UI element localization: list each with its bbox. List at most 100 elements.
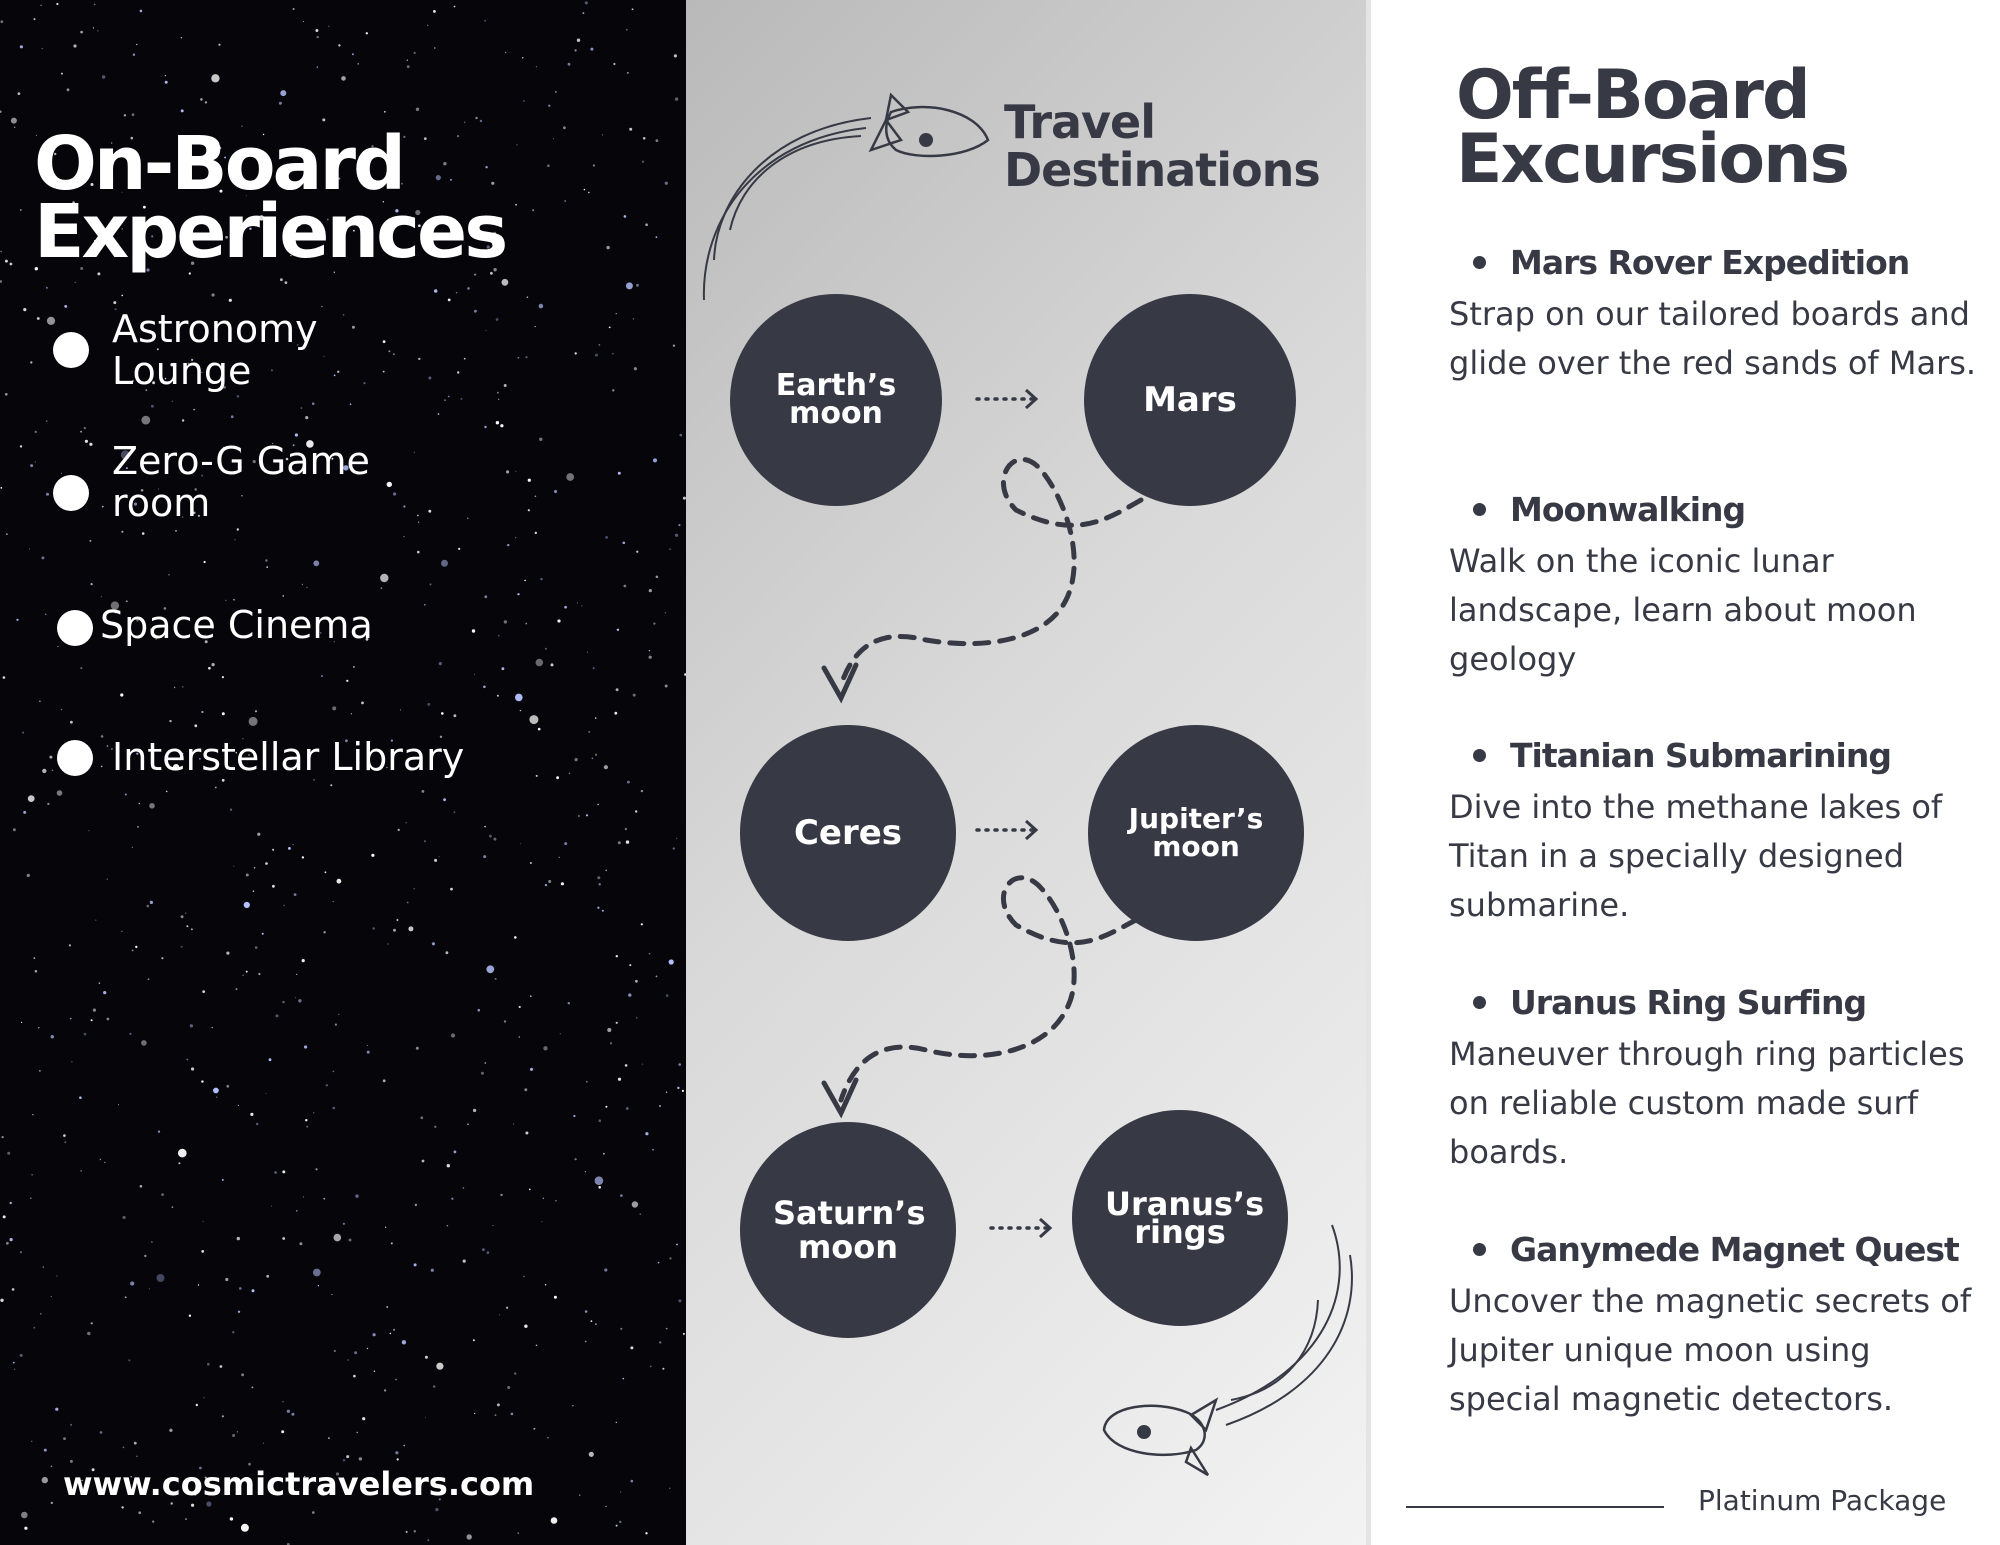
star: [301, 856, 305, 859]
star: [50, 1501, 53, 1505]
star: [272, 848, 275, 851]
star: [381, 763, 384, 766]
star: [601, 909, 604, 912]
star: [271, 1205, 272, 1207]
star: [30, 464, 34, 468]
star: [265, 559, 268, 562]
star: [201, 1250, 205, 1253]
star: [225, 235, 229, 239]
star: [609, 1042, 613, 1045]
website-link[interactable]: www.cosmictravelers.com: [63, 1465, 535, 1503]
star: [595, 717, 597, 719]
star: [14, 126, 16, 128]
star: [507, 1386, 511, 1389]
star: [627, 72, 629, 74]
star: [272, 442, 274, 445]
star: [325, 1084, 328, 1087]
star: [588, 191, 590, 194]
star: [640, 789, 644, 793]
star: [278, 101, 282, 105]
star: [274, 1171, 277, 1174]
star: [437, 413, 440, 415]
star: [514, 1372, 517, 1375]
star: [627, 780, 630, 784]
star: [34, 461, 36, 463]
star: [181, 419, 185, 422]
star: [641, 1063, 644, 1065]
star: [204, 1476, 207, 1479]
star: [471, 629, 476, 633]
star: [104, 155, 107, 158]
star: [560, 882, 565, 886]
star: [399, 1484, 402, 1487]
star: [550, 663, 554, 667]
star: [70, 720, 73, 724]
star: [564, 842, 568, 846]
star: [383, 1389, 387, 1392]
offboard-title: Off-Board Excursions: [1456, 56, 1850, 199]
star: [291, 1412, 295, 1416]
star: [172, 764, 180, 771]
star: [457, 371, 460, 374]
star: [523, 100, 525, 102]
star: [258, 215, 265, 221]
star: [337, 370, 340, 373]
star: [130, 1281, 135, 1286]
star: [607, 1027, 612, 1033]
star: [236, 1431, 238, 1433]
star: [396, 149, 400, 153]
star: [222, 385, 226, 389]
star: [380, 587, 383, 590]
star: [180, 109, 184, 113]
star: [585, 814, 589, 817]
star: [475, 116, 478, 120]
star: [251, 1386, 254, 1389]
star: [655, 975, 658, 978]
star: [12, 828, 16, 832]
star: [87, 1331, 91, 1336]
star: [417, 514, 419, 517]
star: [550, 1517, 558, 1524]
star: [361, 701, 364, 705]
star: [146, 904, 150, 908]
star: [81, 1479, 83, 1482]
star: [240, 1523, 249, 1532]
star: [427, 1539, 430, 1542]
star: [226, 1084, 230, 1088]
star: [450, 887, 453, 891]
star: [418, 357, 421, 361]
star: [106, 1017, 110, 1021]
star: [6, 533, 8, 535]
star: [351, 325, 355, 329]
star: [629, 127, 633, 131]
dotted-arrow-icon: [975, 388, 1039, 410]
dashed-loop-arrow-icon: [821, 456, 1144, 704]
star: [616, 628, 620, 631]
star: [258, 972, 261, 976]
star: [156, 1274, 165, 1282]
star: [224, 156, 227, 159]
star: [17, 92, 21, 95]
star: [640, 923, 643, 926]
star: [218, 43, 221, 46]
star: [518, 1036, 520, 1038]
star: [0, 280, 3, 283]
star: [623, 584, 627, 588]
star: [649, 1365, 652, 1368]
star: [63, 1134, 66, 1137]
star: [136, 619, 139, 622]
star: [114, 308, 117, 311]
star: [331, 1294, 333, 1296]
star: [99, 1431, 103, 1434]
star: [425, 1416, 426, 1418]
star: [241, 125, 243, 127]
star: [64, 305, 68, 308]
star: [193, 511, 196, 514]
star: [275, 1014, 279, 1018]
star: [38, 1027, 40, 1029]
star: [433, 1385, 436, 1388]
bullet-icon: [1473, 502, 1486, 516]
star: [138, 802, 141, 805]
star: [135, 945, 138, 949]
star: [0, 487, 3, 489]
